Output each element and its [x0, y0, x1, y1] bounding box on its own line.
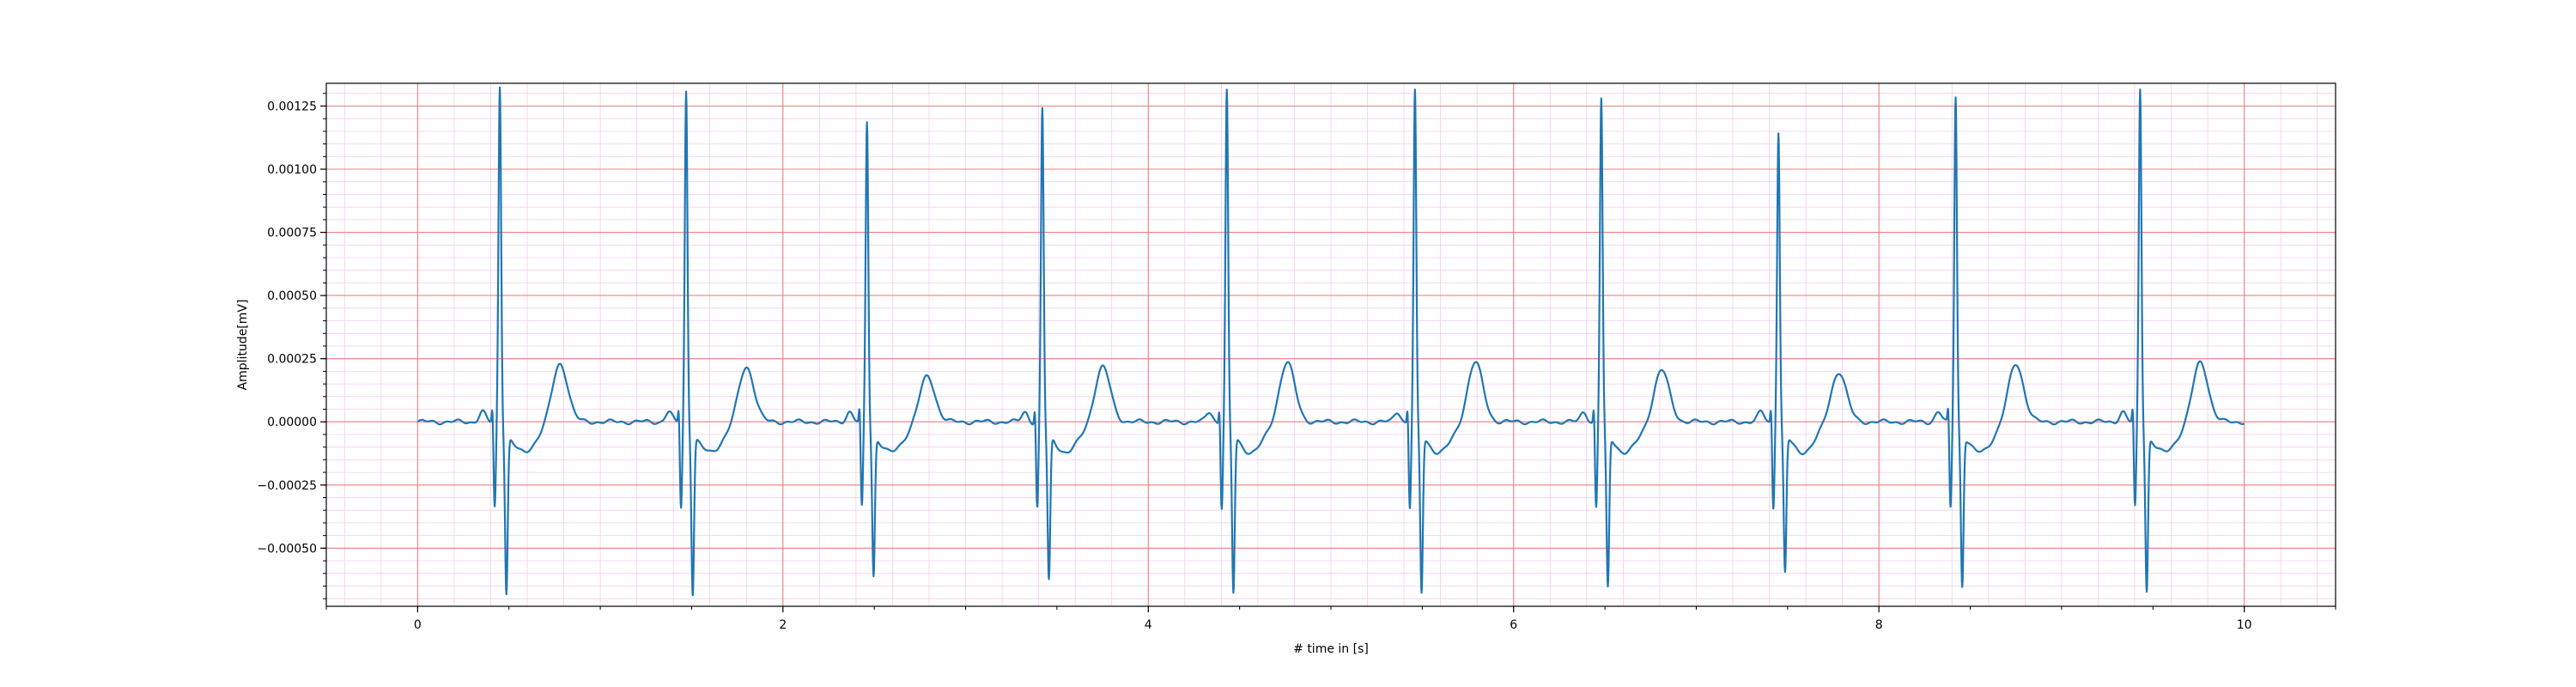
y-axis-ticks: −0.00050 −0.00025 0.00000 0.00025 0.00050 0.0…	[257, 93, 326, 599]
y-tick-label: 0.00100	[267, 163, 317, 177]
y-tick-label: 0.00050	[267, 289, 317, 303]
x-tick-label: 10	[2237, 618, 2252, 632]
minor-grid	[326, 83, 2336, 606]
x-tick-label: 0	[414, 618, 422, 632]
x-axis-ticks: 0 2 4 6 8 10	[325, 606, 2336, 632]
y-tick-label: 0.00000	[267, 416, 317, 429]
y-tick-label: −0.00025	[257, 479, 317, 493]
x-tick-label: 8	[1875, 618, 1883, 632]
y-tick-label: −0.00050	[257, 542, 317, 556]
x-tick-label: 2	[779, 618, 787, 632]
y-tick-label: 0.00075	[267, 227, 317, 240]
y-tick-label: 0.00025	[267, 353, 317, 367]
x-tick-label: 6	[1510, 618, 1517, 632]
y-axis-label: Amplitude[mV]	[236, 300, 250, 391]
x-tick-label: 4	[1145, 618, 1152, 632]
x-axis-label: # time in [s]	[1293, 642, 1369, 656]
y-tick-label: 0.00125	[267, 100, 317, 113]
ecg-series-line	[416, 86, 2245, 597]
